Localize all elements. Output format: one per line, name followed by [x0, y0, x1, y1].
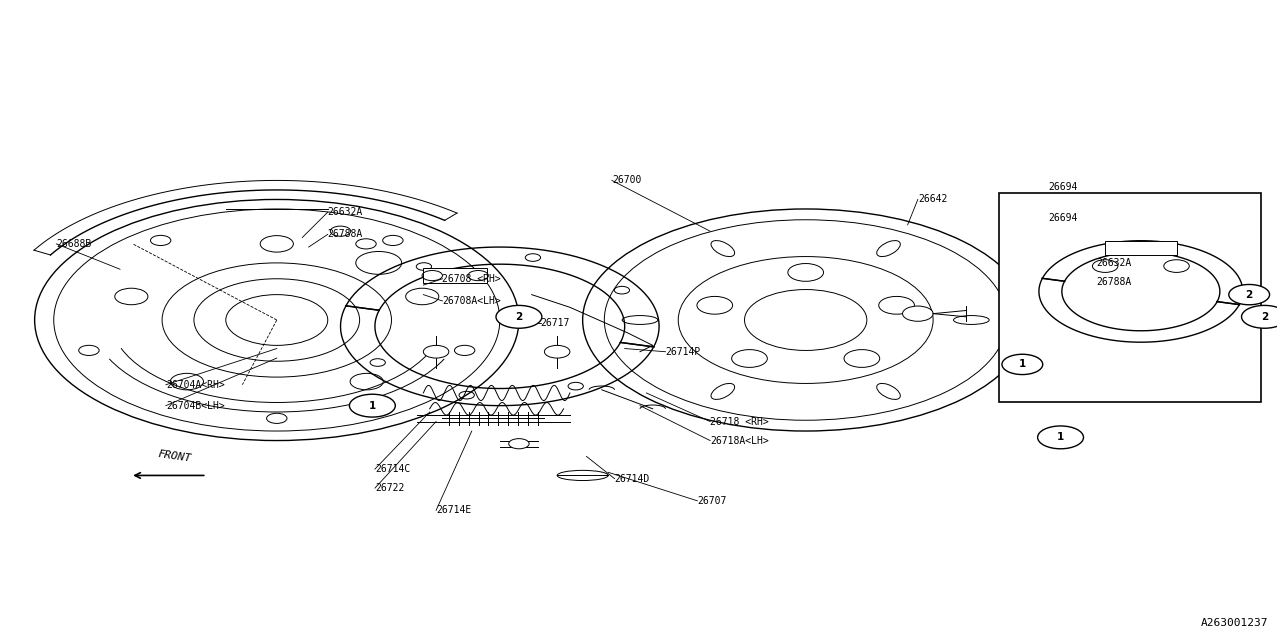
Text: 26714D: 26714D: [614, 474, 650, 484]
Text: 26642: 26642: [918, 195, 947, 204]
Text: 1: 1: [369, 401, 376, 411]
Text: 2: 2: [1245, 290, 1253, 300]
Circle shape: [424, 346, 449, 358]
Circle shape: [1229, 284, 1270, 305]
Text: 26714P: 26714P: [666, 347, 700, 356]
Circle shape: [696, 296, 732, 314]
Circle shape: [1164, 260, 1189, 273]
Text: 26718A<LH>: 26718A<LH>: [710, 436, 769, 445]
Circle shape: [1092, 260, 1117, 273]
Bar: [1000, 193, 1261, 403]
Text: 26717: 26717: [540, 318, 570, 328]
Bar: [424, 268, 488, 284]
Text: 26707: 26707: [698, 496, 727, 506]
Circle shape: [544, 346, 570, 358]
Circle shape: [1002, 355, 1043, 374]
Circle shape: [745, 289, 867, 351]
Text: 2: 2: [1261, 312, 1268, 322]
Text: 1: 1: [1019, 360, 1027, 369]
Text: 26694: 26694: [1048, 182, 1078, 192]
Text: 26718 <RH>: 26718 <RH>: [710, 417, 769, 426]
Text: 26632A: 26632A: [1096, 258, 1132, 268]
Text: 26700: 26700: [612, 175, 641, 186]
Text: 26788A: 26788A: [328, 229, 364, 239]
Circle shape: [495, 305, 541, 328]
Circle shape: [349, 394, 396, 417]
Text: 26714C: 26714C: [375, 464, 410, 474]
Circle shape: [844, 349, 879, 367]
Text: 26632A: 26632A: [328, 207, 364, 217]
Circle shape: [1242, 305, 1280, 328]
Text: 26788A: 26788A: [1096, 277, 1132, 287]
Text: 26722: 26722: [375, 483, 404, 493]
Text: 26708A<LH>: 26708A<LH>: [443, 296, 502, 306]
Text: 26694: 26694: [1048, 214, 1078, 223]
Text: 1: 1: [1057, 433, 1064, 442]
Circle shape: [879, 296, 914, 314]
Text: 26704B<LH>: 26704B<LH>: [166, 401, 225, 411]
Circle shape: [787, 264, 823, 282]
Text: 2: 2: [516, 312, 522, 322]
Circle shape: [225, 294, 328, 346]
Bar: [1105, 241, 1176, 255]
Text: A263001237: A263001237: [1201, 618, 1268, 628]
Circle shape: [508, 438, 529, 449]
Text: 26714E: 26714E: [436, 506, 471, 515]
Text: 26708 <RH>: 26708 <RH>: [443, 274, 502, 284]
Circle shape: [732, 349, 767, 367]
Circle shape: [1038, 426, 1083, 449]
Circle shape: [902, 306, 933, 321]
Text: 26688B: 26688B: [56, 239, 92, 249]
Text: 26704A<RH>: 26704A<RH>: [166, 380, 225, 390]
Text: FRONT: FRONT: [157, 449, 192, 464]
